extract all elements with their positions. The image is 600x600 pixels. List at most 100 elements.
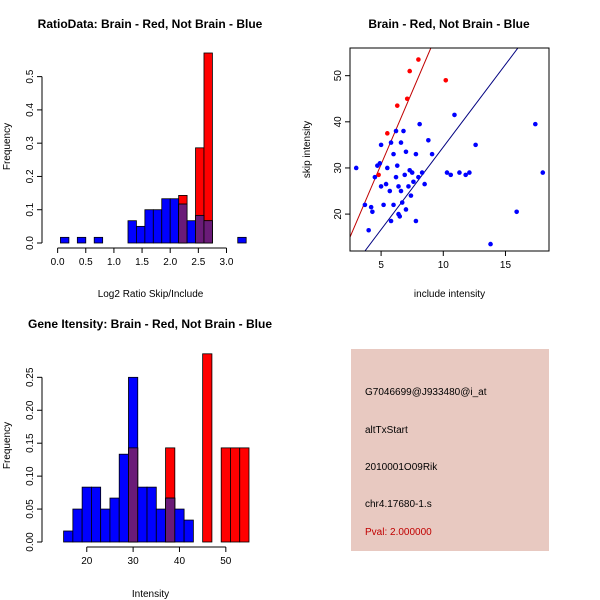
y-tick-label: 0.05 <box>25 499 36 519</box>
point-not-brain <box>398 140 404 145</box>
point-not-brain <box>377 161 383 166</box>
cluster-id: chr4.17680-1.s <box>365 499 432 510</box>
point-brain <box>376 172 381 178</box>
point-not-brain <box>393 174 399 180</box>
point-not-brain <box>403 149 409 155</box>
info-box: G7046699@J933480@i_at altTxStart 2010001… <box>351 349 549 551</box>
y-tick-label: 0.2 <box>25 169 36 183</box>
point-not-brain <box>370 209 375 215</box>
point-not-brain <box>366 227 371 233</box>
x-tick-label: 2.5 <box>191 257 205 268</box>
event-type: altTxStart <box>365 425 408 436</box>
point-not-brain <box>401 128 406 134</box>
point-not-brain <box>383 181 389 187</box>
bar-not-brain <box>76 236 87 244</box>
scatter-panel: Brain - Red, Not Brain - Blue include int… <box>302 17 550 300</box>
bar-not-brain <box>118 453 129 543</box>
point-not-brain <box>426 137 431 143</box>
point-not-brain <box>417 121 422 127</box>
point-not-brain <box>399 200 405 205</box>
ratio-histogram-panel: RatioData: Brain - Red, Not Brain - Blue… <box>2 17 263 300</box>
x-axis-label: include intensity <box>414 289 485 300</box>
y-axis-label: skip intensity <box>302 121 313 178</box>
x-tick-label: 1.5 <box>135 257 149 268</box>
bar-not-brain <box>93 236 104 244</box>
p-value: Pval: 2.000000 <box>365 527 432 538</box>
chart-title: Gene Itensity: Brain - Red, Not Brain - … <box>28 317 272 331</box>
point-not-brain <box>488 241 493 247</box>
y-tick-label: 30 <box>333 162 344 174</box>
intensity-histogram-panel: Gene Itensity: Brain - Red, Not Brain - … <box>2 317 272 600</box>
bar-not-brain <box>161 198 171 244</box>
point-brain <box>416 57 421 62</box>
bar-not-brain <box>144 209 154 244</box>
point-not-brain <box>403 207 409 212</box>
point-not-brain <box>402 172 408 178</box>
probe-id: G7046699@J933480@i_at <box>365 387 487 398</box>
y-tick-label: 0.10 <box>25 466 36 486</box>
x-tick-label: 0.5 <box>79 257 93 268</box>
bar-not-brain <box>237 236 247 244</box>
y-tick-label: 50 <box>333 70 344 82</box>
x-axis-label: Intensity <box>132 589 169 600</box>
x-tick-label: 20 <box>81 556 93 567</box>
point-not-brain <box>444 170 450 175</box>
point-not-brain <box>473 142 478 148</box>
bar-not-brain <box>136 225 146 244</box>
x-tick-label: 30 <box>128 556 140 567</box>
x-tick-label: 0.0 <box>51 257 65 268</box>
x-tick-label: 5 <box>378 260 384 271</box>
point-not-brain <box>463 172 468 178</box>
y-axis-label: Frequency <box>2 123 13 170</box>
point-not-brain <box>429 151 435 157</box>
bar-not-brain <box>183 519 194 543</box>
point-brain <box>404 96 410 102</box>
bar-overlap <box>128 447 139 543</box>
y-tick-label: 0.25 <box>25 367 36 387</box>
point-not-brain <box>397 214 403 219</box>
point-not-brain <box>388 218 394 224</box>
x-tick-label: 3.0 <box>220 257 234 268</box>
plot-frame <box>349 47 550 252</box>
y-tick-label: 0.3 <box>25 136 36 150</box>
x-tick-label: 10 <box>438 260 450 271</box>
point-not-brain <box>378 142 384 148</box>
y-tick-label: 0.00 <box>25 532 36 552</box>
y-tick-label: 20 <box>333 208 344 220</box>
y-tick-label: 0.15 <box>25 433 36 453</box>
point-not-brain <box>394 163 400 168</box>
x-tick-label: 40 <box>174 556 186 567</box>
y-tick-label: 0.0 <box>25 236 36 250</box>
bar-not-brain <box>174 508 185 543</box>
bar-overlap <box>178 203 188 244</box>
bar-not-brain <box>63 530 74 543</box>
point-not-brain <box>408 193 414 198</box>
y-tick-label: 0.4 <box>25 103 36 117</box>
point-not-brain <box>467 170 472 175</box>
gene-symbol: 2010001O09Rik <box>365 462 438 473</box>
point-not-brain <box>388 140 394 145</box>
chart-title: Brain - Red, Not Brain - Blue <box>368 17 530 31</box>
point-brain <box>407 68 413 74</box>
bar-not-brain <box>186 220 196 244</box>
point-brain <box>385 131 390 136</box>
bar-brain <box>239 447 250 543</box>
x-tick-label: 15 <box>500 260 512 271</box>
bar-brain <box>203 52 213 244</box>
point-not-brain <box>393 128 399 134</box>
point-not-brain <box>391 151 396 157</box>
bar-not-brain <box>169 198 180 244</box>
point-not-brain <box>381 202 386 208</box>
point-not-brain <box>368 204 374 210</box>
point-not-brain <box>540 170 546 175</box>
bar-overlap <box>195 214 205 244</box>
x-axis-label: Log2 Ratio Skip/Include <box>98 289 204 300</box>
point-not-brain <box>419 170 425 175</box>
point-not-brain <box>416 174 421 180</box>
point-not-brain <box>385 165 390 171</box>
bar-not-brain <box>152 209 163 244</box>
point-not-brain <box>457 170 462 175</box>
bar-brain <box>230 447 241 543</box>
point-not-brain <box>396 184 401 189</box>
point-not-brain <box>413 218 419 224</box>
